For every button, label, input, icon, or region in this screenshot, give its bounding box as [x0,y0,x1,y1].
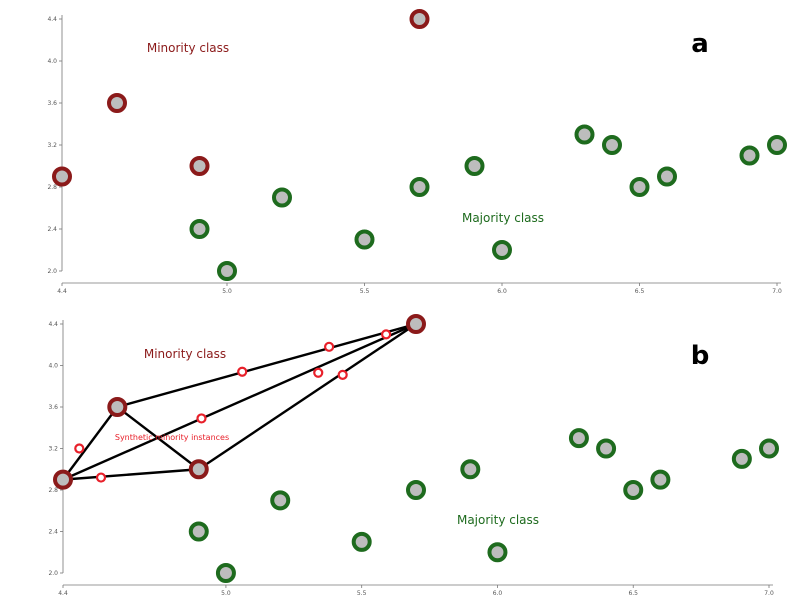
x-tick-label: 6.0 [493,590,503,597]
majority-point [487,542,508,563]
x-tick-label: 4.4 [58,590,68,597]
synthetic-point [237,366,248,377]
x-tick-label: 7.0 [764,590,774,597]
y-tick-label: 4.0 [48,363,58,370]
x-tick-label: 5.5 [357,590,367,597]
x-tick-label: 5.0 [221,590,231,597]
neighbor-link [62,406,119,481]
minority-point [189,156,210,176]
y-tick-label: 2.0 [48,570,58,577]
neighbor-link [116,406,200,471]
majority-point [272,187,292,208]
neighbor-link [62,468,199,481]
y-tick-label: 3.6 [48,404,58,411]
majority-point [406,480,426,500]
synthetic-point [324,341,335,352]
y-tick-label: 2.4 [47,226,57,233]
synthetic-point [95,472,107,483]
majority-point [657,166,677,187]
majority-point [602,135,622,155]
majority-point [351,531,372,552]
majority-point [492,240,512,260]
y-tick-label: 2.8 [48,487,58,494]
y-tick-label: 3.2 [48,446,58,453]
synthetic-point [74,443,85,454]
majority-point [568,428,589,449]
neighbor-link [62,322,417,481]
y-tick-label: 3.2 [47,142,57,149]
minority-point [107,93,127,113]
synthetic-instances-label: Synthetic minority instances [115,433,229,442]
y-tick-label: 4.4 [47,16,57,23]
minority-point [107,397,128,417]
synthetic-point [337,369,348,380]
y-tick-label: 3.6 [47,100,57,107]
majority-class-label: Majority class [462,211,544,225]
panel-letter: a [691,29,709,59]
majority-point [409,177,430,197]
scatter-panel-a: 2.0 2.4 2.8 3.2 3.6 4.0 4.4 4.4 5.0 5.5 6.0 6.5 7.0 M… [47,9,787,295]
majority-point [623,480,644,500]
minority-point [53,469,73,490]
majority-point [650,469,671,490]
x-tick-label: 5.5 [360,288,370,295]
majority-point [215,563,236,583]
majority-point [460,459,481,480]
scatter-panel-b: 2.0 2.4 2.8 3.2 3.6 4.0 4.4 4.4 5.0 5.5 6.0 6.5 7.0 M… [48,314,779,597]
minority-point [409,9,430,29]
majority-point [188,521,209,542]
minority-point [52,166,72,187]
minority-class-label: Minority class [144,347,226,361]
y-tick-label: 2.4 [48,529,58,536]
majority-point [759,438,779,459]
minority-point [188,459,209,480]
x-tick-label: 4.4 [57,288,67,295]
synthetic-point [381,329,392,340]
synthetic-point [196,413,207,424]
majority-point [464,156,485,176]
majority-point [270,490,291,511]
majority-point [731,448,752,469]
synthetic-point [313,367,324,378]
majority-point [629,177,650,197]
y-tick-label: 2.8 [47,184,57,191]
neighbor-link [198,323,417,471]
majority-point [596,438,617,459]
x-tick-label: 7.0 [772,288,782,295]
majority-point [217,261,237,281]
majority-point [189,219,210,239]
y-tick-label: 4.0 [47,58,57,65]
majority-point [354,229,375,250]
majority-point [574,124,595,145]
majority-class-label: Majority class [457,513,539,527]
x-tick-label: 6.5 [628,590,638,597]
y-tick-label: 2.0 [47,268,57,275]
majority-point [767,135,787,155]
x-tick-label: 6.5 [635,288,645,295]
neighbor-link [116,322,417,409]
y-tick-label: 4.4 [48,321,58,328]
x-tick-label: 5.0 [222,288,232,295]
minority-class-label: Minority class [147,41,229,55]
minority-point [406,314,426,334]
panel-letter: b [691,341,710,371]
majority-point [739,145,760,166]
x-tick-label: 6.0 [497,288,507,295]
